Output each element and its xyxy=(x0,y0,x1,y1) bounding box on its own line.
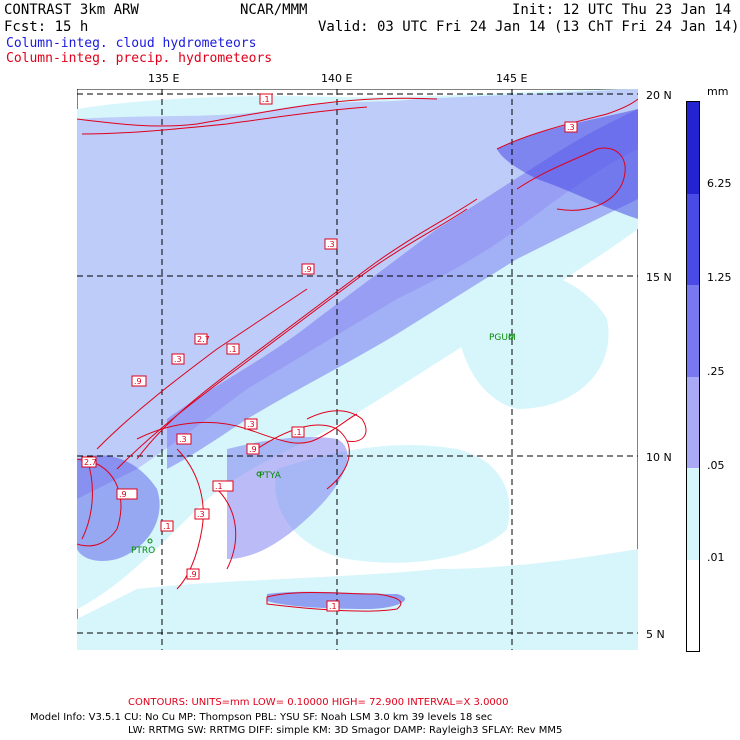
cloud-field xyxy=(77,89,638,650)
lat-label-20: 20 N xyxy=(646,89,672,102)
forecast-hour: Fcst: 15 h xyxy=(4,19,89,35)
forecast-map: .1 .3 .9 2.7 .3 .1 .9 .3 .1 .9 .3 .1 .9 2.7 .3 .1 .9 .1 .3 xyxy=(77,89,638,650)
colorbar-swatch xyxy=(687,193,699,285)
contour-label: .1 xyxy=(229,345,237,354)
colorbar-label-01: .01 xyxy=(707,551,725,564)
center-label: NCAR/MMM xyxy=(240,2,308,18)
colorbar-swatch xyxy=(687,285,699,377)
station-label-ptro: PTRO xyxy=(131,546,156,556)
model-title: CONTRAST 3km ARW xyxy=(4,2,139,18)
contour-label: 2.7 xyxy=(84,458,97,467)
lat-label-10: 10 N xyxy=(646,451,672,464)
model-info-line1: Model Info: V3.5.1 CU: No Cu MP: Thompso… xyxy=(30,712,493,723)
contour-label: .9 xyxy=(304,265,312,274)
lon-label-145: 145 E xyxy=(496,72,528,85)
colorbar-swatch xyxy=(687,559,699,651)
contour-label: .3 xyxy=(327,240,335,249)
contour-label: .1 xyxy=(215,482,223,491)
contour-label: .3 xyxy=(179,435,187,444)
contour-label: .1 xyxy=(262,95,270,104)
contour-label: .3 xyxy=(567,123,575,132)
colorbar-unit: mm xyxy=(707,85,729,98)
station-label-pgum: PGUM xyxy=(489,333,516,343)
contour-label: .9 xyxy=(134,377,142,386)
contour-label: .9 xyxy=(119,490,127,499)
colorbar-label-1-25: 1.25 xyxy=(707,271,732,284)
cloud-field-label: Column-integ. cloud hydrometeors xyxy=(6,36,257,51)
contour-label: .1 xyxy=(329,602,337,611)
contour-labels: .1 .3 .9 2.7 .3 .1 .9 .3 .1 .9 .3 .1 .9 2.7 .3 .1 .9 .1 .3 xyxy=(81,93,578,612)
valid-time: Valid: 03 UTC Fri 24 Jan 14 (13 ChT Fri … xyxy=(318,19,740,35)
contour-label: .9 xyxy=(249,445,257,454)
colorbar-label-25: .25 xyxy=(707,365,725,378)
contour-info: CONTOURS: UNITS=mm LOW= 0.10000 HIGH= 72… xyxy=(128,697,509,708)
precip-contours xyxy=(77,97,638,612)
colorbar xyxy=(686,101,700,652)
init-time: Init: 12 UTC Thu 23 Jan 14 xyxy=(512,2,732,18)
contour-label: .3 xyxy=(247,420,255,429)
lat-label-15: 15 N xyxy=(646,271,672,284)
contour-label: 2.7 xyxy=(197,335,210,344)
colorbar-swatch xyxy=(687,102,699,194)
station-label-ptya: PTYA xyxy=(259,471,281,481)
colorbar-swatch xyxy=(687,468,699,560)
contour-label: .3 xyxy=(174,355,182,364)
contour-label: .9 xyxy=(189,570,197,579)
lon-label-140: 140 E xyxy=(321,72,353,85)
colorbar-label-05: .05 xyxy=(707,459,725,472)
contour-label: .3 xyxy=(197,510,205,519)
lon-label-135: 135 E xyxy=(148,72,180,85)
contour-label: .1 xyxy=(163,522,171,531)
colorbar-label-6-25: 6.25 xyxy=(707,177,732,190)
model-info-line2: LW: RRTMG SW: RRTMG DIFF: simple KM: 3D … xyxy=(128,725,563,736)
lat-label-5: 5 N xyxy=(646,628,665,641)
contour-label: .1 xyxy=(294,428,302,437)
station-markers xyxy=(147,334,514,544)
precip-field-label: Column-integ. precip. hydrometeors xyxy=(6,51,273,66)
colorbar-swatch xyxy=(687,376,699,468)
